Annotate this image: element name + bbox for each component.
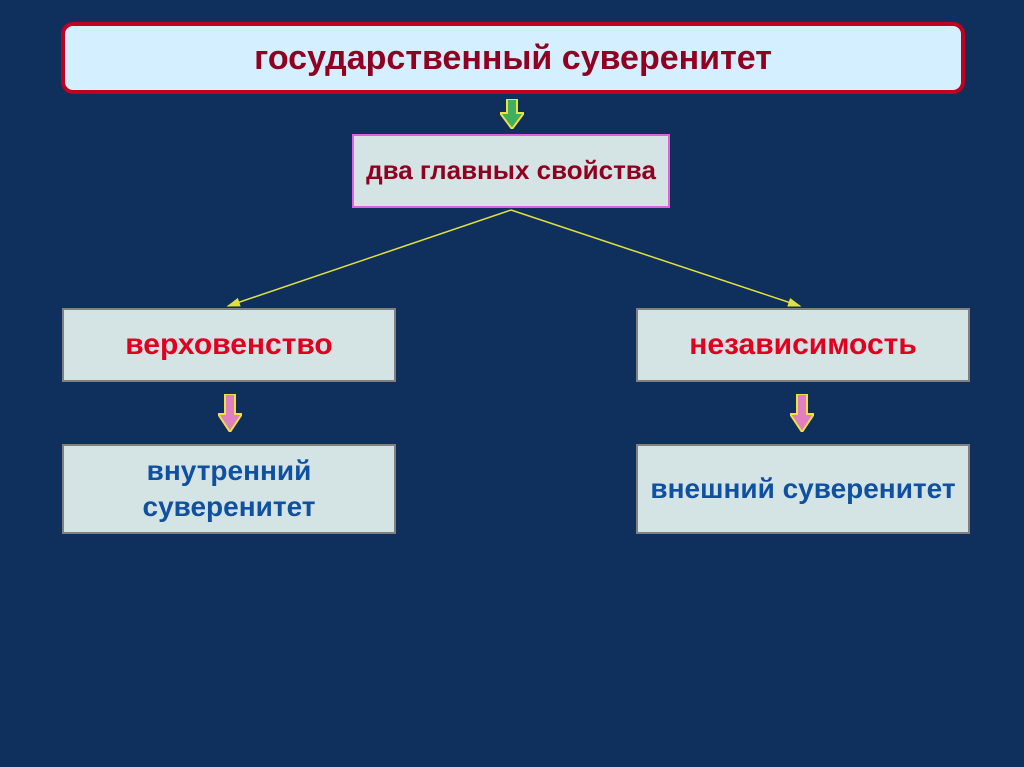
right-sub-box: внешний суверенитет [636, 444, 970, 534]
title-box: государственный суверенитет [61, 22, 965, 94]
left-sub-box: внутренний суверенитет [62, 444, 396, 534]
subtitle-text: два главных свойства [366, 155, 656, 186]
left-main-text: верховенство [125, 328, 333, 362]
subtitle-box: два главных свойства [352, 134, 670, 208]
right-main-text: независимость [689, 328, 917, 362]
right-main-box: независимость [636, 308, 970, 382]
title-text: государственный суверенитет [254, 39, 772, 78]
right-sub-text: внешний суверенитет [650, 471, 955, 507]
arrow-top-down [500, 99, 524, 129]
arrow-right-down [790, 394, 814, 432]
left-sub-text: внутренний суверенитет [64, 453, 394, 526]
left-main-box: верховенство [62, 308, 396, 382]
arrow-left-down [218, 394, 242, 432]
